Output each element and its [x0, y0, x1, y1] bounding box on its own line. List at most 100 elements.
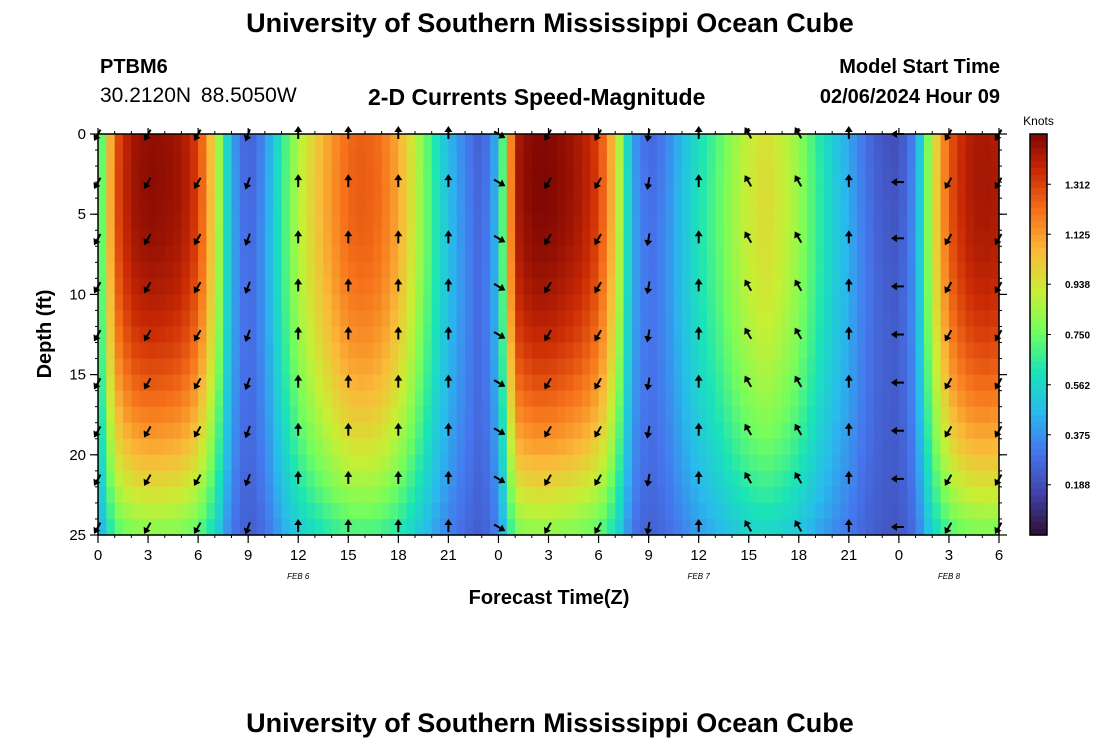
heatmap-cell	[123, 374, 132, 392]
heatmap-cell	[698, 230, 708, 247]
arrow-head	[594, 238, 602, 246]
heatmap-cell	[765, 134, 775, 151]
heatmap-cell	[123, 310, 132, 328]
heatmap-cell	[331, 326, 341, 344]
heatmap-cell	[573, 150, 583, 167]
heatmap-cell	[456, 342, 466, 360]
heatmap-cell	[681, 390, 691, 408]
heatmap-cell	[623, 438, 633, 456]
heatmap-cell	[973, 342, 983, 360]
arrow-head	[294, 470, 303, 477]
heatmap-cell	[832, 422, 842, 440]
heatmap-cell	[873, 198, 883, 215]
heatmap-cell	[723, 342, 733, 360]
heatmap-cell	[206, 134, 216, 151]
current-arrow	[193, 281, 202, 294]
heatmap-cell	[239, 294, 249, 312]
heatmap-cell	[98, 294, 107, 312]
current-arrow	[944, 281, 953, 294]
heatmap-cell	[973, 310, 983, 328]
heatmap-cell	[548, 182, 558, 199]
heatmap-cell	[498, 246, 508, 263]
heatmap-cell	[348, 198, 358, 215]
heatmap-cell	[473, 214, 483, 231]
heatmap-cell	[565, 310, 575, 328]
heatmap-cell	[364, 358, 374, 376]
heatmap-cell	[590, 486, 600, 504]
heatmap-cell	[732, 182, 741, 199]
heatmap-cell	[515, 342, 525, 360]
heatmap-cell	[356, 486, 366, 504]
heatmap-cell	[273, 486, 283, 504]
heatmap-cell	[431, 390, 441, 408]
heatmap-cell	[615, 262, 625, 279]
heatmap-cell	[690, 374, 700, 392]
heatmap-cell	[757, 214, 766, 231]
heatmap-cell	[281, 502, 291, 520]
heatmap-cell	[123, 470, 132, 488]
heatmap-cell	[214, 214, 224, 231]
heatmap-cell	[840, 262, 850, 279]
heatmap-cell	[565, 182, 575, 199]
heatmap-cell	[114, 374, 124, 392]
heatmap-cell	[640, 438, 650, 456]
heatmap-cell	[248, 342, 258, 360]
heatmap-cell	[707, 486, 716, 504]
heatmap-cell	[681, 470, 691, 488]
heatmap-cell	[882, 374, 892, 392]
heatmap-cell	[481, 518, 491, 536]
current-arrow	[243, 177, 252, 190]
current-arrow	[444, 519, 453, 532]
heatmap-cell	[164, 294, 174, 312]
heatmap-cell	[848, 294, 858, 312]
heatmap-cell	[965, 390, 975, 408]
heatmap-cell	[206, 182, 216, 199]
date-label: FEB 6	[287, 572, 310, 581]
heatmap-cell	[440, 438, 449, 456]
heatmap-cell	[331, 358, 341, 376]
heatmap-cell	[865, 150, 875, 167]
heatmap-cell	[189, 358, 199, 376]
heatmap-cell	[915, 134, 925, 151]
heatmap-cell	[273, 214, 283, 231]
heatmap-cell	[156, 518, 166, 536]
heatmap-cell	[273, 294, 283, 312]
heatmap-cell	[506, 470, 516, 488]
heatmap-cell	[548, 166, 558, 183]
heatmap-cell	[198, 358, 208, 376]
colorbar-swatch	[1030, 361, 1047, 369]
heatmap-cell	[715, 342, 725, 360]
heatmap-cell	[681, 150, 691, 167]
arrow-head	[994, 478, 1002, 486]
heatmap-cell	[748, 342, 758, 360]
heatmap-cell	[273, 470, 283, 488]
heatmap-cell	[815, 326, 825, 344]
arrow-head	[890, 234, 897, 243]
heatmap-cell	[181, 150, 191, 167]
colorbar-swatch	[1030, 274, 1047, 282]
heatmap-cell	[214, 326, 224, 344]
heatmap-cell	[857, 358, 867, 376]
heatmap-cell	[990, 246, 1000, 263]
heatmap-cell	[748, 166, 758, 183]
heatmap-cell	[723, 486, 733, 504]
heatmap-cell	[707, 342, 716, 360]
heatmap-cell	[815, 310, 825, 328]
heatmap-cell	[415, 454, 424, 472]
heatmap-cell	[173, 518, 183, 536]
heatmap-cell	[631, 182, 641, 199]
heatmap-cell	[348, 374, 358, 392]
current-arrow	[193, 233, 202, 246]
heatmap-cell	[615, 374, 625, 392]
heatmap-cell	[498, 486, 508, 504]
heatmap-cell	[164, 470, 174, 488]
heatmap-cell	[840, 454, 850, 472]
arrow-head	[644, 383, 653, 391]
heatmap-cell	[848, 342, 858, 360]
heatmap-cell	[673, 422, 683, 440]
heatmap-cell	[715, 454, 725, 472]
heatmap-cell	[631, 470, 641, 488]
heatmap-cell	[823, 518, 833, 536]
heatmap-cell	[573, 438, 583, 456]
heatmap-cell	[281, 198, 291, 215]
